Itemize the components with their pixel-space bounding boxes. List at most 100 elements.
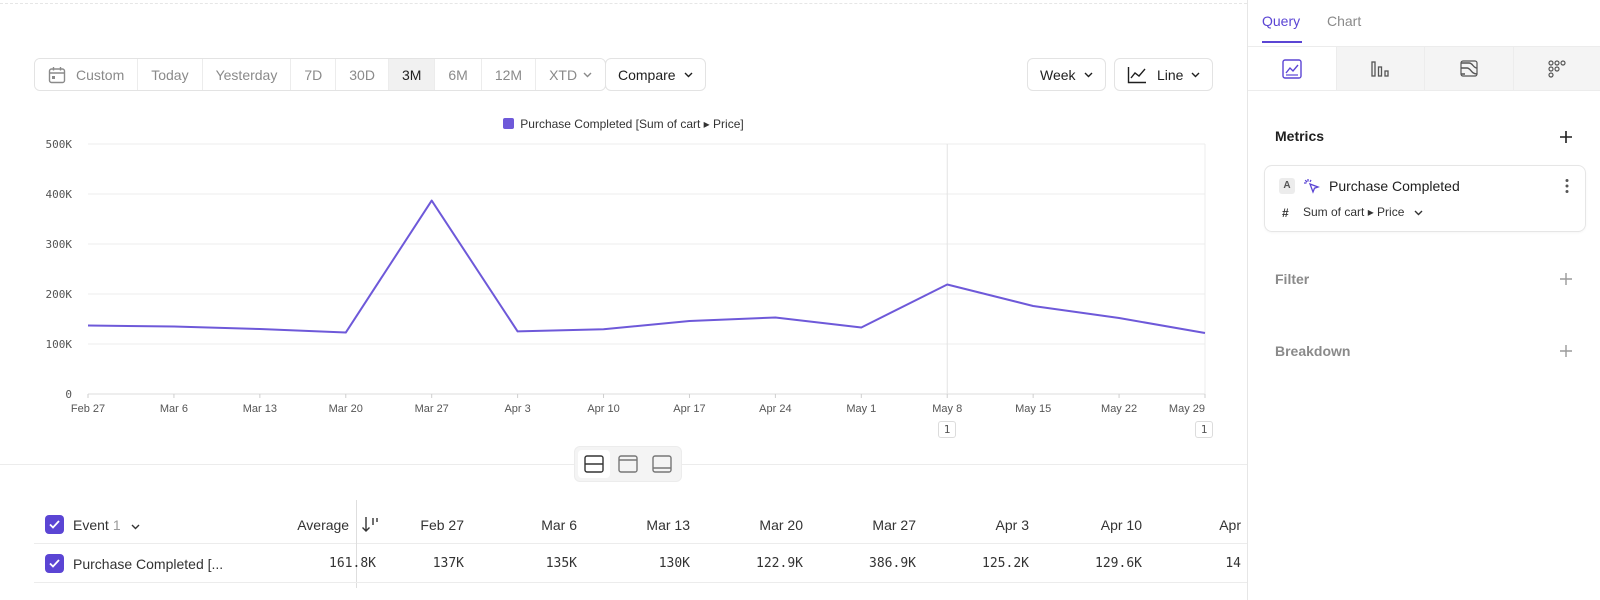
x-tick-label: Mar 27 — [415, 403, 449, 415]
metric-aggregation-dropdown[interactable]: Sum of cart ▸ Price — [1303, 205, 1423, 219]
range-3m-button[interactable]: 3M — [388, 59, 436, 90]
date-column-header[interactable]: Mar 6 — [541, 516, 577, 533]
calendar-icon — [48, 66, 66, 83]
filter-section-title: Filter — [1275, 271, 1310, 287]
row-cell: 122.9K — [756, 556, 803, 571]
report-type-flows[interactable] — [1424, 47, 1513, 90]
x-tick-label: Apr 3 — [504, 403, 530, 415]
x-tick-label: Mar 20 — [329, 403, 363, 415]
report-type-insights[interactable] — [1248, 47, 1336, 90]
legend-label: Purchase Completed [Sum of cart ▸ Price] — [520, 117, 744, 131]
numeric-property-icon: # — [1282, 206, 1289, 220]
date-column-header[interactable]: Mar 20 — [759, 516, 803, 533]
tab-query[interactable]: Query — [1262, 13, 1301, 29]
metric-card[interactable]: A Purchase Completed # Sum of cart ▸ Pri… — [1264, 165, 1586, 232]
compare-label: Compare — [618, 66, 676, 83]
more-options-icon[interactable] — [1565, 178, 1569, 194]
breakdown-section-title: Breakdown — [1275, 343, 1351, 359]
row-cell: 129.6K — [1095, 556, 1142, 571]
row-average-value: 161.8K — [329, 556, 376, 571]
add-breakdown-icon[interactable] — [1559, 344, 1573, 358]
select-all-checkbox[interactable] — [45, 515, 64, 534]
x-tick-label: May 8 — [932, 403, 962, 415]
interval-dropdown[interactable]: Week — [1027, 58, 1106, 91]
check-icon — [49, 559, 60, 568]
y-tick-label: 100K — [46, 338, 73, 351]
chart-type-dropdown[interactable]: Line — [1114, 58, 1214, 91]
range-30d-button[interactable]: 30D — [336, 59, 389, 90]
x-tick-label: Apr 17 — [673, 403, 705, 415]
event-column-header[interactable]: Event 1 — [73, 517, 140, 533]
column-separator[interactable] — [356, 500, 357, 588]
range-custom-label: Custom — [76, 66, 125, 83]
row-cell: 125.2K — [982, 556, 1029, 571]
chart-layout-icon — [618, 455, 638, 473]
date-column-header[interactable]: Apr 10 — [1100, 516, 1142, 533]
y-tick-label: 500K — [46, 138, 73, 151]
tab-chart[interactable]: Chart — [1327, 13, 1362, 29]
y-tick-label: 0 — [65, 388, 72, 401]
date-column-header[interactable]: Apr — [1219, 516, 1241, 533]
date-column-header[interactable]: Mar 13 — [646, 516, 690, 533]
top-divider — [0, 3, 1247, 4]
range-6m-button[interactable]: 6M — [435, 59, 482, 90]
panel-tabs: Query Chart — [1248, 0, 1600, 44]
chevron-down-icon — [684, 72, 693, 77]
add-filter-icon[interactable] — [1559, 272, 1573, 286]
date-column-header[interactable]: Apr 3 — [995, 516, 1029, 533]
chevron-down-icon — [583, 72, 592, 77]
date-column-header[interactable]: Mar 27 — [872, 516, 916, 533]
layout-chart-only-button[interactable] — [612, 450, 644, 478]
row-event-label[interactable]: Purchase Completed [... — [73, 555, 224, 572]
dot-grid-icon — [1548, 59, 1566, 78]
interval-label: Week — [1040, 66, 1076, 83]
chart-legend[interactable]: Purchase Completed [Sum of cart ▸ Price] — [0, 117, 1247, 131]
row-cell: 135K — [545, 556, 577, 571]
row-checkbox[interactable] — [45, 554, 64, 573]
layout-split-button[interactable] — [578, 450, 610, 478]
data-table: Event 1 Average Feb 27 Mar 6 Mar 13 Mar 2… — [34, 500, 1247, 600]
split-layout-icon — [584, 455, 604, 473]
table-row: Purchase Completed [... 161.8K 137K 135K… — [34, 545, 1247, 583]
chart-type-label: Line — [1157, 66, 1184, 83]
date-column-header[interactable]: Feb 27 — [420, 516, 464, 533]
line-chart-icon — [1127, 66, 1146, 83]
metric-event-name[interactable]: Purchase Completed — [1329, 178, 1460, 194]
annotation-marker[interactable]: 1 — [1195, 421, 1213, 438]
average-column-header[interactable]: Average — [244, 516, 379, 533]
legend-swatch — [503, 118, 515, 129]
event-header-label: Event — [73, 516, 109, 533]
x-tick-label: May 22 — [1101, 403, 1137, 415]
range-7d-button[interactable]: 7D — [291, 59, 337, 90]
range-yesterday-button[interactable]: Yesterday — [202, 59, 292, 90]
table-layout-icon — [652, 455, 672, 473]
report-type-retention[interactable] — [1512, 47, 1600, 90]
report-type-selector — [1248, 46, 1600, 91]
layout-table-only-button[interactable] — [646, 450, 678, 478]
flow-icon — [1460, 59, 1478, 77]
chevron-down-icon — [1191, 72, 1200, 77]
range-12m-button[interactable]: 12M — [481, 59, 537, 90]
series-line — [87, 199, 1206, 334]
annotation-marker[interactable]: 1 — [938, 421, 956, 438]
query-panel: Query Chart Metrics A Purchase Completed… — [1247, 0, 1600, 600]
line-chart-icon — [1282, 58, 1302, 79]
click-event-icon — [1304, 179, 1320, 194]
x-tick-label: Apr 24 — [759, 403, 791, 415]
report-type-funnels[interactable] — [1335, 47, 1424, 90]
x-tick-label: Feb 27 — [71, 403, 105, 415]
table-header-row: Event 1 Average Feb 27 Mar 6 Mar 13 Mar 2… — [34, 506, 1247, 544]
x-tick-label: Mar 6 — [160, 403, 188, 415]
range-custom-button[interactable]: Custom — [35, 59, 139, 90]
compare-dropdown[interactable]: Compare — [605, 58, 706, 91]
y-tick-label: 200K — [46, 288, 73, 301]
metrics-section-title: Metrics — [1275, 128, 1325, 144]
layout-toggle — [574, 446, 682, 482]
event-count: 1 — [112, 516, 121, 533]
line-chart: 0 100K 200K 300K 400K 500K Feb 27 Mar 6 Mar 13 Ma… — [46, 138, 1206, 415]
add-metric-icon[interactable] — [1559, 130, 1573, 144]
metric-aggregation-label: Sum of cart ▸ Price — [1303, 205, 1405, 219]
range-today-button[interactable]: Today — [138, 59, 203, 90]
range-xtd-dropdown[interactable]: XTD — [536, 59, 606, 90]
x-tick-label: May 29 — [1169, 403, 1205, 415]
